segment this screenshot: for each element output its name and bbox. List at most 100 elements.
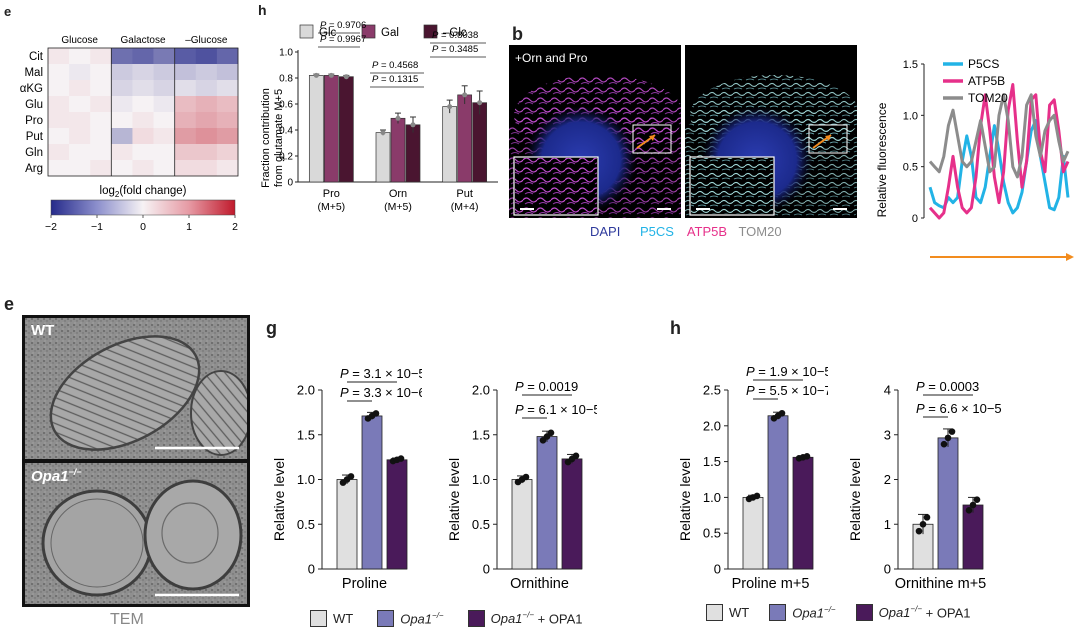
- heatmap-cell: [216, 96, 239, 113]
- heatmap-cell: [132, 48, 154, 65]
- data-point: [372, 410, 380, 417]
- heatmap-cell: [90, 80, 112, 97]
- y-tick-label: 3: [884, 427, 891, 442]
- p-value-annotation: P = 0.9706: [320, 20, 366, 31]
- b-profile-chart: 0 0.5 1.0 1.5 P5CS ATP5B TOM20 Relative fluor…: [875, 57, 1074, 261]
- y-tick-label: 1.0: [279, 48, 293, 59]
- y-tick-label: 0: [287, 178, 293, 189]
- heatmap-row-label: Arg: [25, 163, 43, 175]
- heatmap-cell: [48, 144, 70, 161]
- heatmap-cell: [69, 96, 91, 113]
- heatmap-cell: [195, 96, 218, 113]
- data-point: [948, 428, 956, 435]
- panel-letter-g: g: [266, 318, 277, 338]
- bar: [386, 459, 408, 570]
- bar: [390, 117, 406, 183]
- heatmap-cell: [195, 80, 218, 97]
- heatmap-cell: [111, 112, 133, 129]
- y-tick-label: 2.5: [703, 383, 721, 398]
- heatmap-cell: [111, 64, 133, 81]
- panel-letter-b: b: [512, 24, 523, 44]
- heatmap-cell: [174, 96, 197, 113]
- bar: [536, 436, 558, 570]
- tem-opa1-image: Opa1−/−: [22, 460, 250, 607]
- heatmap-cell: [216, 160, 239, 177]
- heatmap-row-label: Cit: [29, 51, 44, 63]
- heatmap-cell: [132, 96, 154, 113]
- heatmap-cell: [111, 144, 133, 161]
- data-point: [462, 92, 468, 98]
- heatmap-cell: [132, 80, 154, 97]
- legend-swatch: [361, 24, 376, 39]
- heatmap-cell: [90, 112, 112, 129]
- colorbar-tick-label: −2: [45, 221, 57, 233]
- p-value-annotation: P = 0.0019: [515, 379, 578, 394]
- panel-letter-h-top: h: [258, 2, 267, 18]
- data-point: [410, 122, 416, 128]
- heatmap-cell: [132, 144, 154, 161]
- bar: [361, 415, 383, 570]
- channel-tom20: TOM20: [738, 224, 782, 239]
- bar: [792, 456, 814, 570]
- heatmap-cell: [69, 112, 91, 129]
- heatmap-cell: [90, 160, 112, 177]
- h-legend-rescue-swatch: [855, 604, 873, 621]
- profile-line-tom20: [928, 93, 1070, 179]
- p-value-annotation: P = 3.3 × 10−6: [340, 385, 422, 400]
- heatmap-cell: [48, 96, 70, 113]
- g-legend-wt-swatch: [310, 610, 327, 627]
- bar: [472, 102, 488, 183]
- bar: [937, 437, 959, 570]
- heatmap-cell: [48, 160, 70, 177]
- heatmap-cell: [195, 160, 218, 177]
- y-tick-label: 1.5: [297, 427, 315, 442]
- y-tick-label: 2.0: [297, 383, 315, 398]
- p-value-annotation: P = 0.9967: [320, 34, 366, 45]
- heatmap-cell: [153, 96, 175, 113]
- heatmap-cell: [69, 128, 91, 145]
- heatmap-cell: [48, 64, 70, 81]
- h-ornithine-chart: 0 1 2 3 4 Relative level Ornithine m+5 P = 0.00…: [847, 379, 1002, 592]
- y-axis-label: Relative level: [271, 458, 287, 541]
- heatmap-cell: [111, 48, 133, 65]
- p-value-annotation: P = 3.1 × 10−5: [340, 366, 422, 381]
- heatmap-cell: [153, 64, 175, 81]
- data-point: [343, 74, 349, 80]
- heatmap-cell: [90, 144, 112, 161]
- panel-letter-e-top: e: [4, 4, 12, 19]
- h-legend-opa1: Opa1−/−: [792, 604, 836, 621]
- heatmap-cell: [174, 160, 197, 177]
- colorbar: [50, 199, 236, 216]
- h-top-ylabel-1: Fraction contribution: [260, 88, 272, 188]
- y-axis-label: Relative level: [677, 458, 693, 541]
- colorbar-label: log2(fold change): [100, 185, 187, 199]
- p-value-annotation: P = 6.6 × 10−5: [916, 401, 1002, 416]
- heatmap-cell: [195, 128, 218, 145]
- y-tick-label: 0.5: [472, 517, 490, 532]
- data-point: [397, 455, 405, 462]
- y-tick-label: 0.5: [297, 517, 315, 532]
- heatmap-cell: [48, 48, 70, 65]
- g-legend-wt: WT: [333, 611, 354, 626]
- data-point: [572, 452, 580, 460]
- heatmap-cell: [48, 80, 70, 97]
- heatmap-cell: [153, 160, 175, 177]
- heatmap-cell: [90, 128, 112, 145]
- x-tick-label: Pro: [323, 188, 340, 200]
- heatmap-cell: [216, 128, 239, 145]
- heatmap-cell: [132, 128, 154, 145]
- heatmap-cell: [90, 96, 112, 113]
- h-legend-wt-swatch: [706, 604, 723, 621]
- tem-wt-image: WT: [22, 315, 250, 462]
- y-tick-label: 0.2: [279, 152, 293, 163]
- heatmap-cell: [153, 112, 175, 129]
- heatmap-cell: [132, 160, 154, 177]
- g-legend-rescue: Opa1−/− + OPA1: [490, 610, 583, 627]
- heatmap-cell: [195, 112, 218, 129]
- heatmap-cell: [153, 144, 175, 161]
- y-tick-label: 0: [912, 213, 918, 225]
- y-tick-label: 0.5: [903, 162, 918, 174]
- bar: [323, 75, 339, 183]
- profile-line-p5cs: [928, 119, 1070, 215]
- bar: [442, 106, 458, 183]
